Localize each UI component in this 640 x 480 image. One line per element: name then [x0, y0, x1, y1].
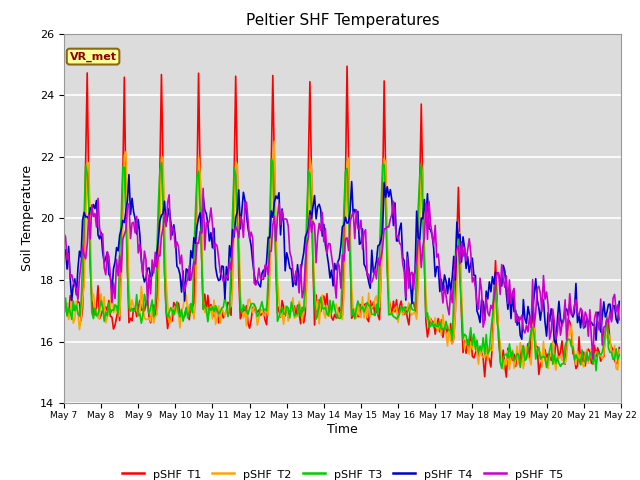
X-axis label: Time: Time: [327, 422, 358, 436]
Line: pSHF_T1: pSHF_T1: [64, 66, 620, 377]
Line: pSHF_T5: pSHF_T5: [64, 189, 620, 359]
pSHF_T2: [128, 297, 136, 303]
pSHF_T2: [244, 297, 252, 303]
pSHF_T2: [226, 305, 234, 311]
pSHF_T5: [305, 235, 312, 240]
pSHF_T4: [305, 226, 312, 231]
pSHF_T3: [253, 314, 261, 320]
pSHF_T5: [200, 186, 207, 192]
pSHF_T1: [502, 374, 510, 380]
pSHF_T4: [130, 209, 138, 215]
pSHF_T3: [268, 156, 275, 162]
Legend: pSHF_T1, pSHF_T2, pSHF_T3, pSHF_T4, pSHF_T5: pSHF_T1, pSHF_T2, pSHF_T3, pSHF_T4, pSHF…: [117, 464, 568, 480]
pSHF_T5: [128, 220, 136, 226]
pSHF_T3: [586, 352, 594, 358]
pSHF_T5: [227, 267, 235, 273]
pSHF_T2: [305, 220, 312, 226]
pSHF_T3: [616, 352, 623, 358]
pSHF_T4: [255, 282, 263, 288]
pSHF_T5: [616, 317, 623, 323]
pSHF_T2: [60, 304, 68, 310]
pSHF_T4: [588, 319, 595, 325]
pSHF_T3: [305, 168, 312, 174]
Y-axis label: Soil Temperature: Soil Temperature: [22, 166, 35, 271]
pSHF_T4: [246, 235, 253, 240]
pSHF_T2: [616, 347, 623, 353]
pSHF_T1: [253, 309, 261, 315]
pSHF_T1: [226, 300, 234, 306]
Text: VR_met: VR_met: [70, 51, 116, 62]
Title: Peltier SHF Temperatures: Peltier SHF Temperatures: [246, 13, 439, 28]
pSHF_T3: [128, 305, 136, 311]
pSHF_T1: [128, 318, 136, 324]
pSHF_T5: [586, 307, 594, 312]
pSHF_T4: [227, 254, 235, 260]
pSHF_T2: [552, 367, 559, 373]
pSHF_T5: [246, 236, 253, 241]
pSHF_T1: [303, 253, 310, 259]
pSHF_T4: [552, 341, 559, 347]
pSHF_T2: [253, 323, 261, 328]
pSHF_T3: [244, 312, 252, 317]
pSHF_T1: [616, 345, 623, 350]
pSHF_T1: [60, 310, 68, 315]
Line: pSHF_T3: pSHF_T3: [64, 159, 620, 371]
pSHF_T1: [343, 63, 351, 69]
pSHF_T1: [588, 360, 595, 366]
pSHF_T4: [60, 247, 68, 253]
pSHF_T3: [226, 309, 234, 314]
pSHF_T3: [592, 368, 600, 373]
pSHF_T5: [589, 356, 596, 362]
pSHF_T1: [244, 321, 252, 326]
pSHF_T2: [271, 138, 278, 144]
pSHF_T4: [125, 172, 133, 178]
pSHF_T3: [60, 312, 68, 318]
pSHF_T5: [255, 265, 263, 271]
pSHF_T5: [60, 231, 68, 237]
Line: pSHF_T4: pSHF_T4: [64, 175, 620, 344]
pSHF_T2: [588, 346, 595, 351]
Line: pSHF_T2: pSHF_T2: [64, 141, 620, 370]
pSHF_T4: [616, 299, 623, 304]
